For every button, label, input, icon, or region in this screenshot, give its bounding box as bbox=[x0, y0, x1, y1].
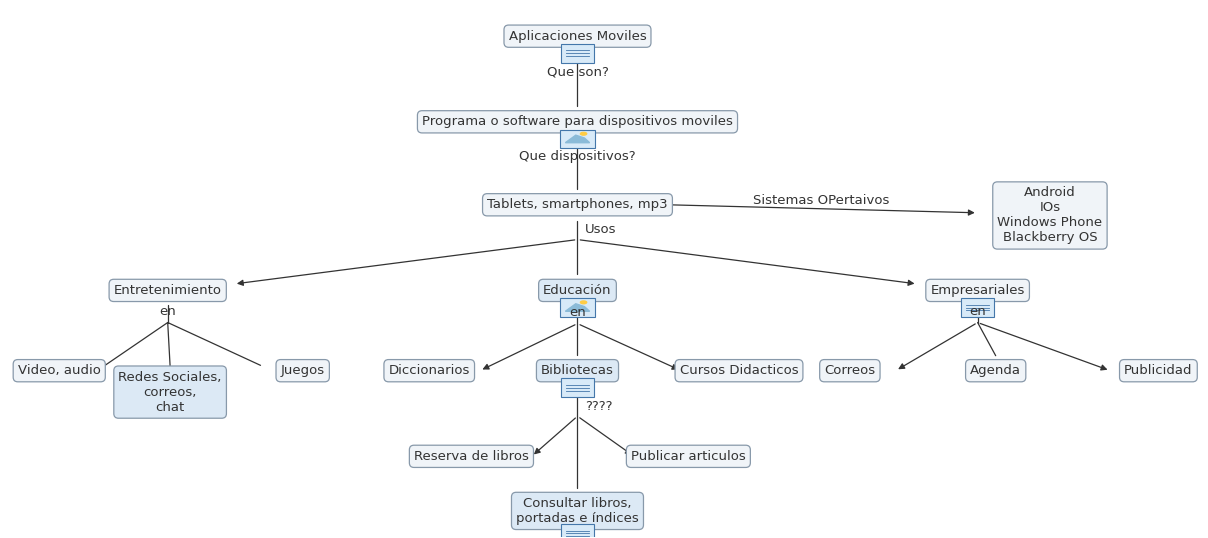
Text: en: en bbox=[159, 305, 176, 318]
FancyBboxPatch shape bbox=[561, 298, 594, 317]
Text: Publicidad: Publicidad bbox=[1125, 364, 1192, 377]
Text: Educación: Educación bbox=[544, 284, 611, 297]
FancyBboxPatch shape bbox=[561, 44, 594, 63]
Text: Consultar libros,
portadas e índices: Consultar libros, portadas e índices bbox=[516, 497, 639, 525]
FancyBboxPatch shape bbox=[962, 298, 994, 317]
FancyBboxPatch shape bbox=[561, 378, 594, 397]
Text: Cursos Didacticos: Cursos Didacticos bbox=[680, 364, 798, 377]
Text: Empresariales: Empresariales bbox=[930, 284, 1024, 297]
Text: Agenda: Agenda bbox=[970, 364, 1021, 377]
Text: Video, audio: Video, audio bbox=[18, 364, 100, 377]
Polygon shape bbox=[565, 135, 590, 143]
Text: Usos: Usos bbox=[585, 223, 616, 236]
Text: Publicar articulos: Publicar articulos bbox=[631, 450, 745, 463]
Text: en: en bbox=[969, 305, 986, 318]
Text: Programa o software para dispositivos moviles: Programa o software para dispositivos mo… bbox=[422, 115, 733, 129]
Text: Android
IOs
Windows Phone
Blackberry OS: Android IOs Windows Phone Blackberry OS bbox=[998, 187, 1103, 244]
Circle shape bbox=[580, 301, 587, 304]
FancyBboxPatch shape bbox=[561, 130, 594, 148]
Text: Aplicaciones Moviles: Aplicaciones Moviles bbox=[509, 30, 646, 43]
Polygon shape bbox=[565, 304, 590, 312]
Text: Sistemas OPertaivos: Sistemas OPertaivos bbox=[753, 194, 889, 207]
Text: Redes Sociales,
correos,
chat: Redes Sociales, correos, chat bbox=[118, 371, 222, 414]
Circle shape bbox=[580, 132, 587, 135]
Text: Que son?: Que son? bbox=[546, 66, 609, 79]
FancyBboxPatch shape bbox=[561, 524, 594, 538]
Text: ????: ???? bbox=[585, 400, 612, 413]
Text: Reserva de libros: Reserva de libros bbox=[414, 450, 529, 463]
Text: Bibliotecas: Bibliotecas bbox=[541, 364, 614, 377]
Text: Que dispositivos?: Que dispositivos? bbox=[519, 150, 635, 163]
Text: Entretenimiento: Entretenimiento bbox=[114, 284, 222, 297]
Text: Correos: Correos bbox=[824, 364, 876, 377]
Text: en: en bbox=[569, 306, 586, 320]
Text: Diccionarios: Diccionarios bbox=[389, 364, 470, 377]
Text: Juegos: Juegos bbox=[280, 364, 325, 377]
Text: Tablets, smartphones, mp3: Tablets, smartphones, mp3 bbox=[487, 199, 668, 211]
